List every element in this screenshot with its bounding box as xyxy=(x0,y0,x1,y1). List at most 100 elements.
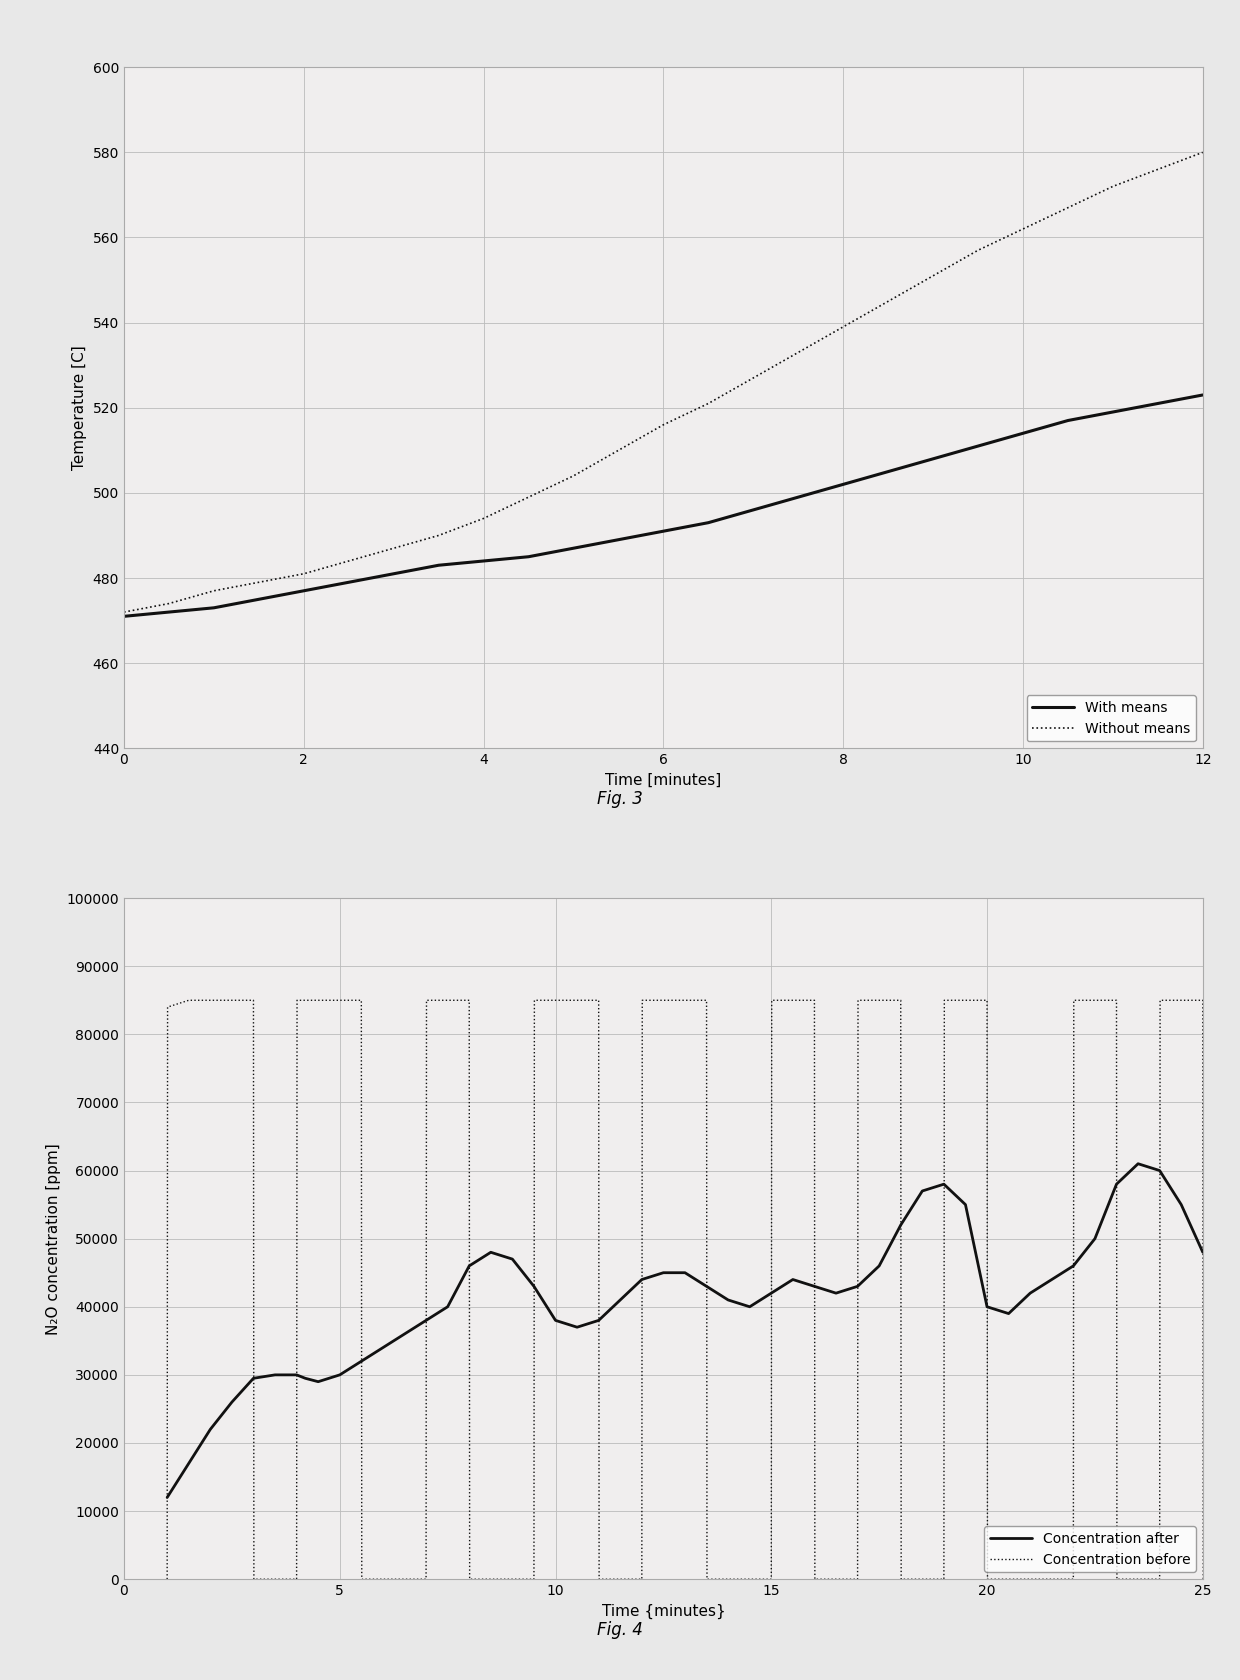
With means xyxy=(611,529,626,549)
Concentration before xyxy=(484,1569,498,1589)
Concentration after xyxy=(1066,1257,1081,1277)
With means xyxy=(656,521,671,541)
Concentration before xyxy=(743,1569,758,1589)
With means xyxy=(701,512,715,533)
Without means xyxy=(252,573,267,593)
Legend: Concentration after, Concentration before: Concentration after, Concentration befor… xyxy=(985,1525,1195,1572)
Without means xyxy=(791,343,806,363)
Without means xyxy=(432,526,446,546)
Concentration after xyxy=(298,1368,312,1388)
Y-axis label: N₂O concentration [ppm]: N₂O concentration [ppm] xyxy=(46,1142,61,1334)
Concentration before xyxy=(160,1569,175,1589)
Concentration after xyxy=(1152,1161,1167,1181)
With means xyxy=(432,554,446,575)
Concentration after xyxy=(807,1277,822,1297)
Without means xyxy=(521,487,536,507)
Concentration after xyxy=(419,1310,434,1331)
With means xyxy=(836,474,851,494)
With means xyxy=(925,449,940,469)
Concentration after xyxy=(376,1337,391,1357)
Concentration after xyxy=(311,1371,326,1391)
Concentration after xyxy=(246,1368,260,1388)
Concentration after xyxy=(828,1284,843,1304)
Concentration after xyxy=(1044,1270,1059,1290)
Concentration after xyxy=(699,1277,714,1297)
Concentration before xyxy=(1195,990,1210,1010)
Concentration after xyxy=(1174,1194,1189,1215)
Concentration after xyxy=(268,1364,283,1384)
X-axis label: Time {minutes}: Time {minutes} xyxy=(601,1604,725,1620)
With means xyxy=(880,462,895,482)
Concentration after xyxy=(440,1297,455,1317)
Without means xyxy=(971,240,986,260)
Concentration after xyxy=(613,1290,627,1310)
Concentration after xyxy=(332,1364,347,1384)
Concentration after xyxy=(1109,1174,1123,1194)
Concentration after xyxy=(203,1420,218,1440)
Without means xyxy=(925,265,940,286)
With means xyxy=(971,437,986,457)
Line: Without means: Without means xyxy=(124,153,1203,612)
Concentration after xyxy=(872,1257,887,1277)
Concentration after xyxy=(505,1248,520,1268)
Without means xyxy=(880,291,895,311)
Without means xyxy=(1195,143,1210,163)
With means xyxy=(206,598,221,618)
Without means xyxy=(296,564,311,585)
Concentration after xyxy=(980,1297,994,1317)
Concentration after xyxy=(915,1181,930,1201)
Concentration after xyxy=(893,1215,908,1235)
Concentration after xyxy=(1131,1154,1146,1174)
With means xyxy=(296,581,311,601)
Concentration before xyxy=(527,990,542,1010)
Without means xyxy=(206,581,221,601)
Text: Fig. 3: Fig. 3 xyxy=(598,790,642,808)
Line: Concentration after: Concentration after xyxy=(167,1164,1203,1497)
Without means xyxy=(745,368,760,388)
Without means xyxy=(656,415,671,435)
With means xyxy=(341,573,356,593)
With means xyxy=(521,546,536,566)
Concentration after xyxy=(851,1277,866,1297)
Concentration after xyxy=(764,1284,779,1304)
With means xyxy=(117,606,131,627)
Without means xyxy=(161,593,176,613)
Without means xyxy=(611,440,626,460)
Line: With means: With means xyxy=(124,395,1203,617)
Without means xyxy=(701,393,715,413)
With means xyxy=(387,564,402,585)
With means xyxy=(161,601,176,622)
Concentration after xyxy=(785,1270,800,1290)
Concentration after xyxy=(569,1317,584,1337)
Concentration after xyxy=(224,1393,239,1413)
Concentration after xyxy=(1023,1284,1038,1304)
Concentration after xyxy=(936,1174,951,1194)
Concentration after xyxy=(181,1453,196,1473)
Without means xyxy=(387,538,402,558)
Concentration after xyxy=(635,1270,650,1290)
Concentration after xyxy=(289,1364,304,1384)
Concentration after xyxy=(1195,1242,1210,1262)
Concentration after xyxy=(353,1351,368,1371)
Concentration after xyxy=(591,1310,606,1331)
Legend: With means, Without means: With means, Without means xyxy=(1027,696,1195,741)
Concentration after xyxy=(461,1257,476,1277)
Concentration after xyxy=(720,1290,735,1310)
Line: Concentration before: Concentration before xyxy=(167,1000,1203,1579)
Without means xyxy=(1016,218,1030,239)
With means xyxy=(252,590,267,610)
With means xyxy=(1151,393,1166,413)
With means xyxy=(1016,423,1030,444)
Concentration before xyxy=(699,1569,714,1589)
X-axis label: Time [minutes]: Time [minutes] xyxy=(605,773,722,788)
Concentration after xyxy=(160,1487,175,1507)
With means xyxy=(565,538,580,558)
Concentration after xyxy=(743,1297,758,1317)
Y-axis label: Temperature [C]: Temperature [C] xyxy=(72,346,87,470)
Without means xyxy=(565,465,580,486)
Concentration after xyxy=(959,1194,973,1215)
Without means xyxy=(476,509,491,529)
Without means xyxy=(117,601,131,622)
Without means xyxy=(341,551,356,571)
Concentration after xyxy=(656,1263,671,1284)
